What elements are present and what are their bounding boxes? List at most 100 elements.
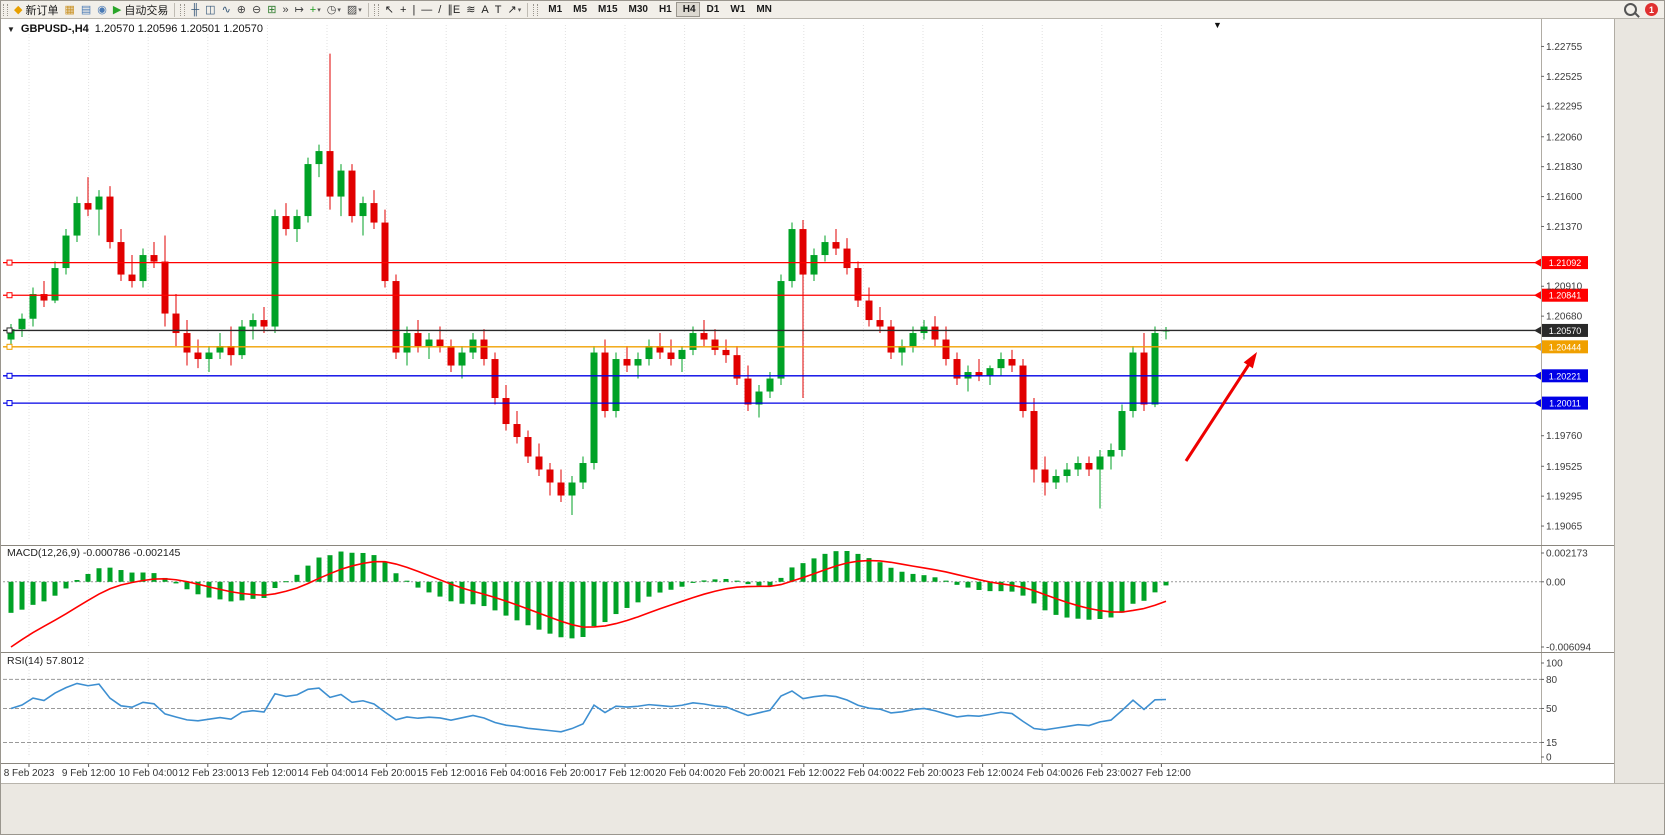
timeframe-d1[interactable]: D1 bbox=[700, 2, 724, 18]
equidistant-channel-icon[interactable]: ∥E bbox=[444, 2, 463, 18]
macd-axis-label: 0.00 bbox=[1546, 577, 1566, 588]
time-axis-label: 14 Feb 04:00 bbox=[298, 768, 357, 779]
current-price-line[interactable]: 1.20570 bbox=[3, 323, 1588, 337]
arrows-icon[interactable]: ↗ ▾ bbox=[505, 2, 525, 18]
autotrading-button-label: 自动交易 bbox=[124, 4, 169, 17]
dropdown-arrow-icon: ▾ bbox=[517, 6, 522, 14]
time-axis-label: 16 Feb 20:00 bbox=[536, 768, 595, 779]
price-line-label bbox=[1542, 323, 1588, 337]
fibonacci-icon[interactable]: ≋ bbox=[463, 2, 478, 18]
cursor-icon[interactable]: ↖ bbox=[382, 2, 397, 18]
timeframe-m5[interactable]: M5 bbox=[566, 2, 591, 18]
timeframe-w1-label: W1 bbox=[730, 4, 746, 15]
periods-icon[interactable]: ◷ ▾ bbox=[324, 2, 344, 18]
toolbar-right: 1 bbox=[1624, 3, 1658, 16]
timeframe-mn[interactable]: MN bbox=[749, 2, 776, 18]
toolbar-grip bbox=[3, 3, 8, 16]
crosshair-icon-glyph: + bbox=[400, 3, 407, 16]
ohlc-bars-chart-icon[interactable]: ╫ bbox=[188, 2, 202, 18]
chart-shift-icon-glyph: ↦ bbox=[294, 3, 304, 16]
fibonacci-icon-glyph: ≋ bbox=[466, 3, 476, 16]
price-axis-label: 1.19525 bbox=[1546, 462, 1583, 473]
time-axis-label: 8 Feb 2023 bbox=[4, 768, 55, 779]
support-line-2[interactable]: 1.20011 bbox=[3, 396, 1588, 410]
price-axis: 1.22755 1.22525 1.22295 1.22060 1.21830 1.216… bbox=[1541, 19, 1583, 763]
collapse-triangle-icon[interactable]: ▼ bbox=[7, 24, 15, 34]
pivot-line[interactable]: 1.20444 bbox=[3, 340, 1588, 354]
new-order-button-glyph: ◆ bbox=[14, 3, 23, 16]
price-line-label bbox=[1542, 369, 1588, 383]
templates-icon[interactable]: ▨ ▾ bbox=[344, 2, 365, 18]
buy-signal-arrow[interactable] bbox=[1184, 352, 1257, 462]
support-line-1[interactable]: 1.20221 bbox=[3, 369, 1588, 383]
auto-scroll-icon[interactable]: » bbox=[279, 2, 291, 18]
indicators-icon[interactable]: + ▾ bbox=[307, 2, 324, 18]
zoom-in-icon[interactable]: ⊕ bbox=[234, 2, 249, 18]
rsi-axis-label: 80 bbox=[1546, 675, 1558, 686]
symbol-period-label: GBPUSD-,H4 bbox=[20, 23, 89, 35]
rsi-name: RSI(14) bbox=[7, 655, 44, 667]
text-label-icon[interactable]: T bbox=[492, 2, 505, 18]
text-icon-glyph: A bbox=[481, 3, 489, 16]
time-axis-label: 20 Feb 04:00 bbox=[655, 768, 714, 779]
autotrading-button-glyph: ▶ bbox=[112, 3, 122, 16]
candlestick-chart-icon[interactable]: ◫ bbox=[202, 2, 218, 18]
chart-background bbox=[1, 19, 1664, 783]
main-toolbar: ◆ 新订单 ▦ ▤ ◉ ▶ 自动交易 ╫ ◫ ∿ ⊕ ⊖ ⊞» ↦ + ▾ ◷ ▾ ▨ ▾ ↖ + | — / ∥E ≋ A T ↗ ▾ M1… bbox=[1, 1, 1664, 19]
cursor-icon-glyph: ↖ bbox=[384, 3, 394, 16]
timeframe-h1[interactable]: H1 bbox=[652, 2, 676, 18]
equidistant-channel-icon-glyph: ∥E bbox=[447, 3, 461, 16]
crosshair-icon[interactable]: + bbox=[397, 2, 409, 18]
new-order-button-label: 新订单 bbox=[25, 4, 59, 17]
chart-shift-icon[interactable]: ↦ bbox=[292, 2, 307, 18]
notification-badge[interactable]: 1 bbox=[1645, 3, 1658, 16]
text-icon[interactable]: A bbox=[478, 2, 491, 18]
ohlc-bars-chart-icon-glyph: ╫ bbox=[191, 3, 200, 16]
dropdown-arrow-icon: ▾ bbox=[337, 6, 341, 14]
price-chart[interactable]: 8 Feb 2023 9 Feb 12:00 10 Feb 04:00 12 Feb … bbox=[1, 19, 1665, 783]
templates-icon-glyph: ▨ bbox=[346, 3, 358, 16]
price-axis-label: 1.22060 bbox=[1546, 132, 1583, 143]
search-icon[interactable] bbox=[1624, 3, 1637, 16]
timeframe-w1[interactable]: W1 bbox=[723, 2, 749, 18]
timeframe-m30[interactable]: M30 bbox=[622, 2, 652, 18]
data-window-icon[interactable]: ▤ bbox=[78, 2, 94, 18]
toolbar-separator bbox=[527, 2, 529, 17]
chart-area: 8 Feb 2023 9 Feb 12:00 10 Feb 04:00 12 Feb … bbox=[1, 19, 1665, 783]
rsi-axis-label: 0 bbox=[1546, 753, 1552, 764]
trendline-icon[interactable]: / bbox=[435, 2, 444, 18]
resistance-line-2[interactable]: 1.20841 bbox=[3, 288, 1588, 302]
price-axis-label: 1.19065 bbox=[1546, 522, 1583, 533]
price-axis-label: 1.21370 bbox=[1546, 222, 1583, 233]
line-chart-icon-glyph: ∿ bbox=[221, 3, 231, 16]
price-axis-label: 1.21600 bbox=[1546, 192, 1583, 203]
timeframe-m1[interactable]: M1 bbox=[541, 2, 566, 18]
time-axis-label: 13 Feb 12:00 bbox=[238, 768, 297, 779]
vertical-line-icon[interactable]: | bbox=[409, 2, 418, 18]
tile-windows-icon[interactable]: ⊞ bbox=[264, 2, 279, 18]
horizontal-line-icon[interactable]: — bbox=[418, 2, 435, 18]
macd-panel: 0.002173 0.00 -0.006094 bbox=[3, 549, 1591, 654]
toolbar-separator bbox=[174, 2, 176, 17]
rsi-axis-label: 100 bbox=[1546, 659, 1563, 670]
autotrading-button[interactable]: ▶ 自动交易 bbox=[110, 2, 171, 18]
timeframe-mn-label: MN bbox=[756, 4, 772, 15]
chart-shift-marker-icon[interactable]: ▼ bbox=[1213, 20, 1222, 30]
line-chart-icon[interactable]: ∿ bbox=[219, 2, 234, 18]
auto-scroll-icon-glyph: » bbox=[282, 3, 289, 16]
macd-name: MACD(12,26,9) bbox=[7, 547, 80, 559]
text-label-icon-glyph: T bbox=[494, 3, 502, 16]
zoom-out-icon[interactable]: ⊖ bbox=[249, 2, 264, 18]
price-line-label bbox=[1542, 288, 1588, 302]
price-axis-label: 1.22525 bbox=[1546, 72, 1583, 83]
market-watch-icon[interactable]: ▦ bbox=[61, 2, 77, 18]
data-window-icon-glyph: ▤ bbox=[80, 3, 92, 16]
navigator-icon[interactable]: ◉ bbox=[94, 2, 110, 18]
new-order-button[interactable]: ◆ 新订单 bbox=[11, 2, 61, 18]
timeframe-h4[interactable]: H4 bbox=[675, 2, 700, 17]
rsi-axis-label: 15 bbox=[1546, 738, 1558, 749]
dropdown-arrow-icon: ▾ bbox=[358, 6, 362, 14]
resistance-line-1[interactable]: 1.21092 bbox=[3, 256, 1588, 270]
timeframe-m15[interactable]: M15 bbox=[591, 2, 621, 18]
horizontal-line-icon-glyph: — bbox=[421, 3, 433, 16]
